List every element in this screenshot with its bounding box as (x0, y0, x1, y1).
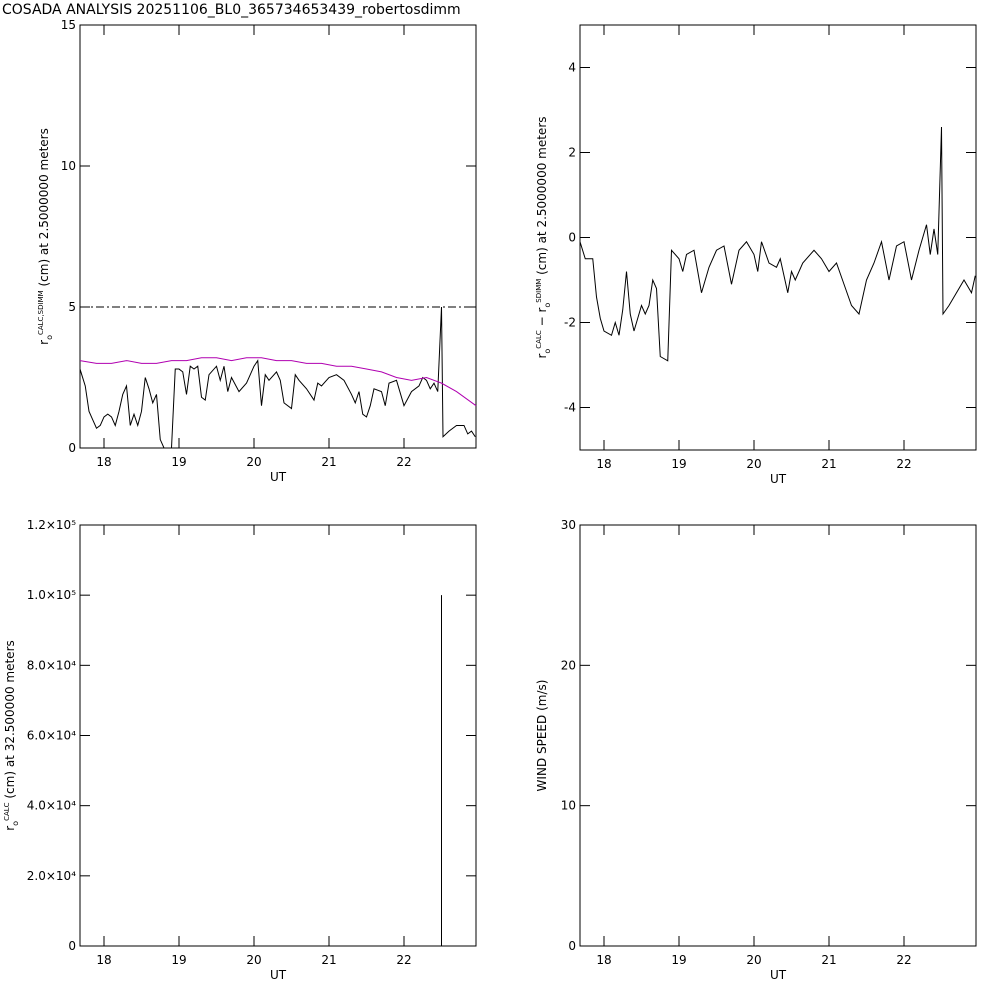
data-line (579, 126, 976, 362)
y-tick-label: 4.0×10⁴ (27, 799, 76, 813)
x-axis-label: UT (770, 968, 787, 982)
plot-frame (579, 24, 977, 451)
y-tick-label: -2 (564, 316, 576, 330)
y-axis-label: roCALC (cm) at 32.500000 meters (3, 640, 20, 831)
y-axis-label-part: (cm) at 2.5000000 meters (37, 128, 51, 290)
y-axis-label-part: o (543, 349, 552, 354)
x-tick-label: 21 (821, 953, 836, 967)
y-tick-label: 6.0×10⁴ (27, 729, 76, 743)
plot-frame (79, 524, 477, 947)
y-tick-label: 2 (568, 146, 576, 160)
y-axis-label: WIND SPEED (m/s) (535, 680, 549, 792)
x-tick-label: 18 (96, 953, 111, 967)
x-tick-label: 18 (596, 953, 611, 967)
x-axis-label: UT (770, 472, 787, 486)
y-tick-label: 10 (561, 799, 576, 813)
y-tick-label: 0 (68, 939, 76, 953)
y-tick-label: 2.0×10⁴ (27, 869, 76, 883)
data-line (79, 357, 477, 407)
x-tick-label: 20 (246, 455, 261, 469)
x-tick-label: 19 (671, 953, 686, 967)
x-tick-label: 18 (596, 457, 611, 471)
y-axis-label-part: CALC (3, 802, 11, 821)
y-axis-label: roCALC,SDIMM (cm) at 2.5000000 meters (37, 128, 54, 345)
y-axis-label-part: r (3, 826, 17, 831)
x-tick-label: 22 (396, 455, 411, 469)
x-tick-label: 20 (746, 953, 761, 967)
y-axis-label-part: SDIMM (535, 279, 543, 303)
y-tick-label: 4 (568, 61, 576, 75)
y-tick-label: 20 (561, 658, 576, 672)
y-axis-label-part: o (543, 303, 552, 308)
y-axis-label-part: r (37, 340, 51, 345)
x-tick-label: 22 (396, 953, 411, 967)
y-axis-label-part: − r (535, 308, 549, 331)
x-tick-label: 22 (896, 457, 911, 471)
x-tick-label: 19 (171, 953, 186, 967)
y-axis-label-part: WIND SPEED (m/s) (535, 680, 549, 792)
y-tick-label: 0 (568, 231, 576, 245)
data-line (79, 306, 476, 449)
x-tick-label: 20 (746, 457, 761, 471)
y-tick-label: 10 (61, 159, 76, 173)
y-tick-label: 15 (61, 18, 76, 32)
x-tick-label: 19 (171, 455, 186, 469)
y-tick-label: 5 (68, 300, 76, 314)
x-tick-label: 19 (671, 457, 686, 471)
y-tick-label: 0 (568, 939, 576, 953)
y-tick-label: -4 (564, 401, 576, 415)
y-axis-label-part: (cm) at 2.5000000 meters (535, 116, 549, 278)
y-axis-label-part: o (45, 335, 54, 340)
y-tick-label: 1.2×10⁵ (27, 518, 76, 532)
y-tick-label: 8.0×10⁴ (27, 658, 76, 672)
x-axis-label: UT (270, 470, 287, 484)
x-tick-label: 18 (96, 455, 111, 469)
x-tick-label: 21 (321, 953, 336, 967)
y-axis-label-part: (cm) at 32.500000 meters (3, 640, 17, 802)
x-tick-label: 21 (321, 455, 336, 469)
y-axis-label: roCALC − roSDIMM (cm) at 2.5000000 meter… (535, 116, 552, 358)
figure-title: COSADA ANALYSIS 20251106_BL0_36573465343… (2, 2, 461, 18)
x-tick-label: 21 (821, 457, 836, 471)
x-axis-label: UT (270, 968, 287, 982)
y-tick-label: 1.0×10⁵ (27, 588, 76, 602)
x-tick-label: 22 (896, 953, 911, 967)
y-tick-label: 30 (561, 518, 576, 532)
y-axis-label-part: CALC,SDIMM (37, 290, 45, 335)
y-axis-label-part: r (535, 354, 549, 359)
x-tick-label: 20 (246, 953, 261, 967)
y-axis-label-part: CALC (535, 330, 543, 349)
y-tick-label: 0 (68, 441, 76, 455)
y-axis-label-part: o (11, 821, 20, 826)
plot-frame (79, 24, 477, 449)
plot-frame (579, 524, 977, 947)
